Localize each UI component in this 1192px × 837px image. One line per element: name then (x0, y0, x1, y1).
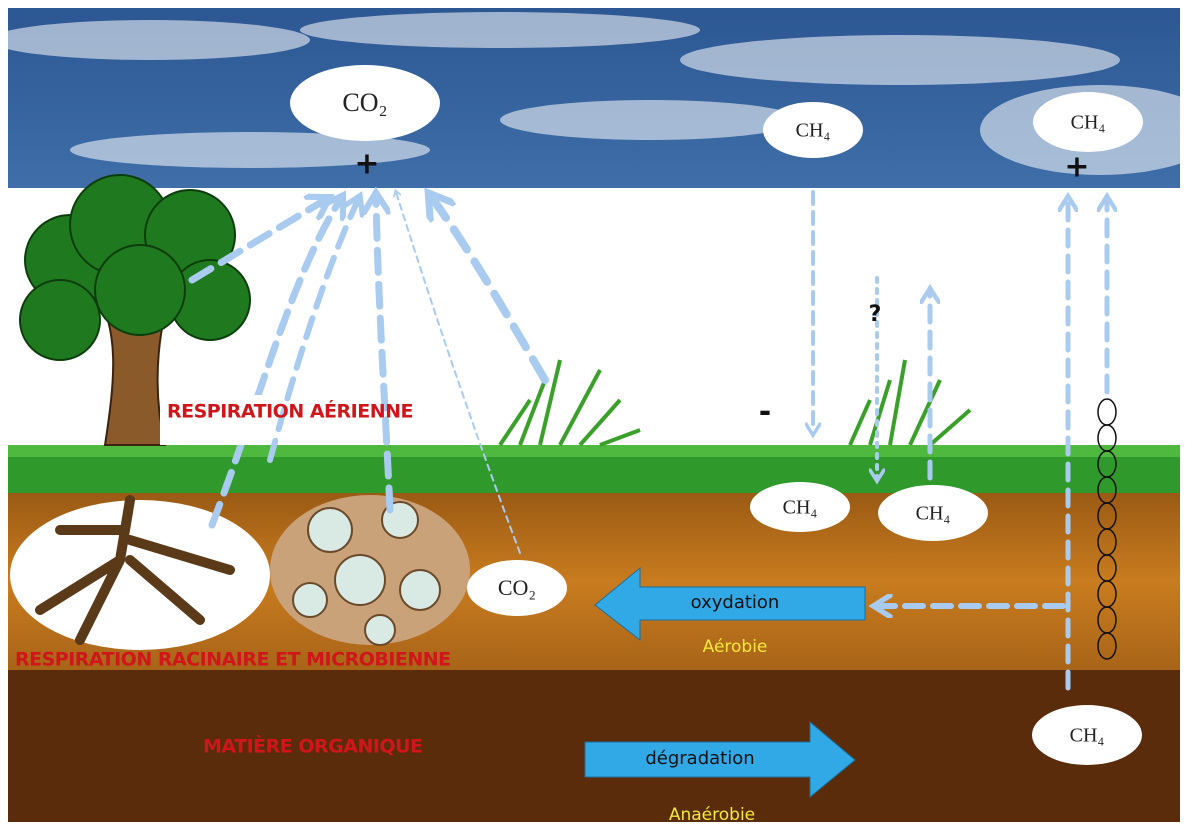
gas-label: CO₂ (498, 575, 536, 600)
condition-label: Aérobie (703, 637, 768, 657)
gas-label: CH₄ (1071, 112, 1106, 134)
gas-label: CH₄ (783, 497, 818, 519)
section-label: RESPIRATION AÉRIENNE (167, 400, 413, 423)
gas-label: CH₄ (796, 120, 831, 142)
sign: + (354, 147, 379, 182)
grass-tufts (500, 360, 970, 445)
process-label: oxydation (691, 592, 780, 613)
page: oxydation Aérobie dégradation Anaérobie … (0, 0, 1192, 837)
gas-label: CH₄ (1070, 725, 1105, 747)
section-label: RESPIRATION RACINAIRE ET MICROBIENNE (15, 649, 451, 671)
sign: + (1064, 150, 1089, 185)
condition-label: Anaérobie (669, 805, 755, 825)
grass-top (8, 445, 1180, 457)
sign: ? (869, 302, 882, 327)
sign: - (759, 395, 771, 430)
process-label: dégradation (645, 748, 754, 769)
gas-label: CO₂ (342, 88, 387, 117)
section-label: MATIÈRE ORGANIQUE (203, 735, 422, 758)
gas-label: CH₄ (916, 503, 951, 525)
diagram: oxydation Aérobie dégradation Anaérobie … (0, 0, 1192, 837)
